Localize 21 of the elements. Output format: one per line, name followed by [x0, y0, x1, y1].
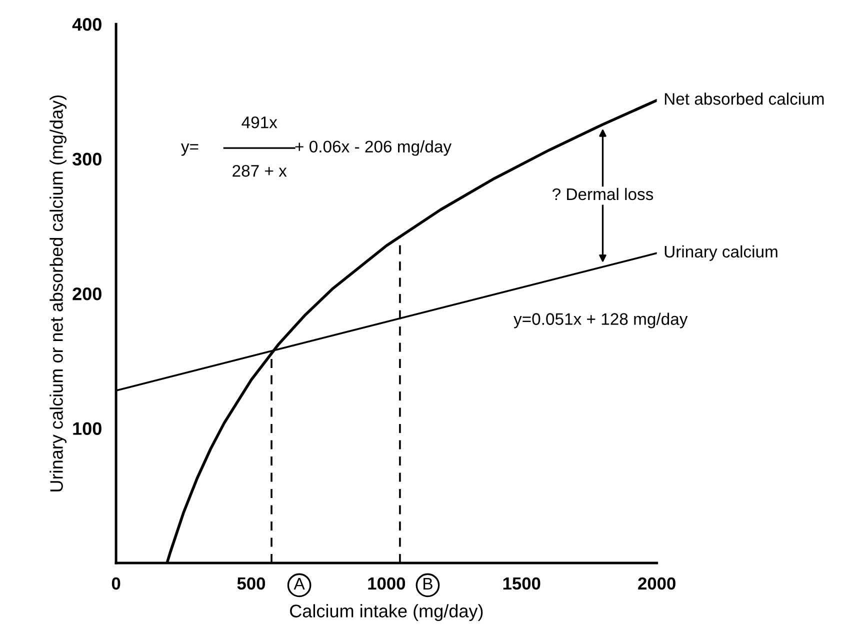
annotation: y=0.051x + 128 mg/day — [514, 312, 688, 328]
annotation: B — [424, 578, 432, 590]
annotation: A — [294, 578, 305, 590]
series-label: Urinary calcium — [664, 245, 778, 261]
annotation: ? Dermal loss — [552, 188, 654, 200]
series-label: Net absorbed calcium — [664, 92, 824, 105]
x-tick-label: 500 — [237, 577, 266, 590]
annotation: 287 + x — [232, 164, 287, 177]
y-axis-title: Urinary calcium or net absorbed calcium (mg/day) — [50, 95, 66, 492]
x-tick-label: 1500 — [503, 577, 540, 590]
annotation: + 0.06x - 206 mg/day — [295, 140, 452, 156]
y-tick-label: 300 — [72, 152, 102, 166]
x-axis-title: Calcium intake (mg/day) — [290, 604, 483, 622]
x-tick-label: 2000 — [638, 577, 676, 590]
y-tick-label: 400 — [72, 18, 102, 31]
x-tick-label: 0 — [112, 577, 120, 590]
annotation: 491x — [242, 116, 278, 128]
y-tick-label: 200 — [72, 287, 102, 300]
x-tick-label: 1000 — [368, 577, 406, 590]
annotation: y= — [180, 144, 198, 156]
y-tick-label: 100 — [73, 422, 102, 435]
